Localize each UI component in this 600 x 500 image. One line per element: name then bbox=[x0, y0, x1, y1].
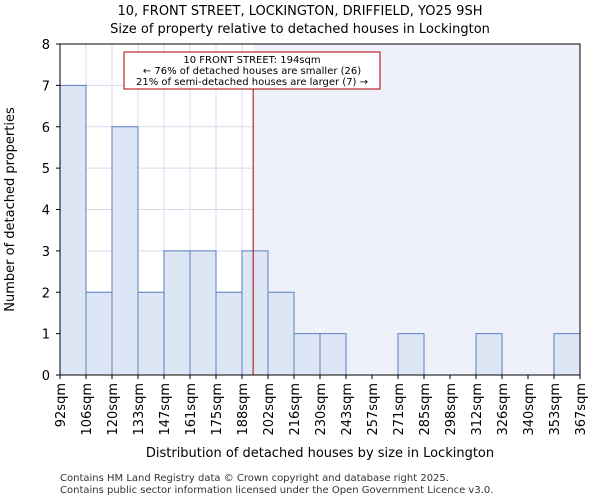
annotation-line-3: 21% of semi-detached houses are larger (… bbox=[136, 77, 368, 88]
y-axis-label: Number of detached properties bbox=[3, 107, 18, 312]
y-tick-label: 1 bbox=[42, 328, 50, 343]
x-tick-label: 271sqm bbox=[392, 383, 407, 436]
bar-175sqm bbox=[215, 291, 243, 376]
y-tick-label: 6 bbox=[42, 121, 50, 136]
y-tick-label: 7 bbox=[42, 79, 50, 94]
y-axis: 0 1 2 3 4 5 6 7 8 bbox=[42, 38, 60, 384]
x-tick-label: 133sqm bbox=[132, 383, 147, 436]
bars bbox=[59, 84, 581, 376]
bar-230sqm bbox=[319, 333, 347, 376]
bar-188sqm bbox=[241, 250, 269, 376]
x-tick-label: 312sqm bbox=[470, 383, 485, 436]
y-tick-label: 2 bbox=[42, 286, 50, 301]
footer-line-1: Contains HM Land Registry data © Crown c… bbox=[60, 473, 449, 484]
x-tick-label: 340sqm bbox=[522, 383, 537, 436]
bar-120sqm bbox=[111, 126, 139, 376]
x-tick-label: 106sqm bbox=[80, 383, 95, 436]
x-tick-label: 202sqm bbox=[262, 383, 277, 436]
x-tick-label: 188sqm bbox=[236, 383, 251, 436]
chart-title: 10, FRONT STREET, LOCKINGTON, DRIFFIELD,… bbox=[117, 4, 483, 19]
x-tick-label: 367sqm bbox=[574, 383, 589, 436]
right-shaded-region bbox=[253, 44, 580, 375]
x-tick-label: 257sqm bbox=[366, 383, 381, 436]
y-tick-label: 3 bbox=[42, 245, 50, 260]
bar-106sqm bbox=[85, 291, 113, 376]
x-tick-label: 120sqm bbox=[106, 383, 121, 436]
bar-92sqm bbox=[59, 84, 87, 376]
bar-216sqm bbox=[293, 333, 321, 376]
bar-353sqm bbox=[553, 333, 581, 376]
y-tick-label: 4 bbox=[42, 204, 50, 219]
x-tick-label: 298sqm bbox=[444, 383, 459, 436]
x-tick-label: 326sqm bbox=[496, 383, 511, 436]
bar-202sqm bbox=[267, 291, 295, 376]
annotation-box: 10 FRONT STREET: 194sqm ← 76% of detache… bbox=[123, 51, 381, 90]
bar-271sqm bbox=[397, 333, 425, 376]
x-tick-label: 353sqm bbox=[548, 383, 563, 436]
bar-161sqm bbox=[189, 250, 217, 376]
annotation-line-1: 10 FRONT STREET: 194sqm bbox=[183, 55, 320, 66]
x-tick-label: 230sqm bbox=[314, 383, 329, 436]
annotation-line-2: ← 76% of detached houses are smaller (26… bbox=[143, 66, 361, 77]
y-tick-label: 0 bbox=[42, 369, 50, 384]
y-tick-label: 5 bbox=[42, 162, 50, 177]
bar-147sqm bbox=[163, 250, 191, 376]
x-tick-label: 92sqm bbox=[54, 383, 69, 427]
x-tick-label: 161sqm bbox=[184, 383, 199, 436]
bar-312sqm bbox=[475, 333, 503, 376]
x-tick-label: 147sqm bbox=[158, 383, 173, 436]
x-tick-label: 285sqm bbox=[418, 383, 433, 436]
x-axis-label: Distribution of detached houses by size … bbox=[146, 446, 494, 461]
chart-subtitle: Size of property relative to detached ho… bbox=[110, 22, 490, 37]
x-tick-label: 243sqm bbox=[340, 383, 355, 436]
bar-133sqm bbox=[137, 291, 165, 376]
y-tick-label: 8 bbox=[42, 38, 50, 53]
footer-line-2: Contains public sector information licen… bbox=[60, 485, 494, 496]
x-tick-label: 175sqm bbox=[210, 383, 225, 436]
x-axis: 92sqm 106sqm 120sqm 133sqm 147sqm 161sqm 175sq… bbox=[54, 375, 589, 436]
annotation-frame bbox=[123, 51, 381, 90]
x-tick-label: 216sqm bbox=[288, 383, 303, 436]
